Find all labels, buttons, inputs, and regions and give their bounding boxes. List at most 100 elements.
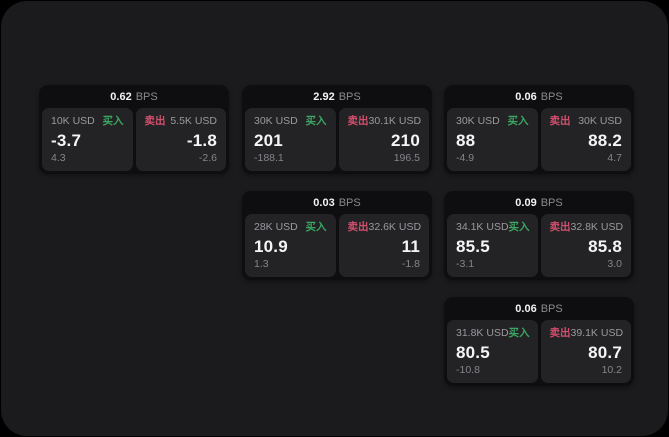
buy-pane-top: 31.8K USD 买入	[456, 327, 530, 340]
sell-sub-value: 3.0	[607, 258, 622, 270]
sell-pane-top: 卖出 39.1K USD	[549, 327, 624, 340]
sell-button[interactable]: 卖出	[549, 115, 571, 127]
bps-unit-label: BPS	[338, 90, 361, 103]
buy-button[interactable]: 买入	[508, 327, 530, 339]
buy-price: 88	[456, 131, 476, 150]
quote-card: 2.92 BPS 30K USD 买入 201 -188.1 卖出 30.1K …	[242, 85, 432, 174]
sell-price: 11	[401, 237, 420, 256]
sell-size: 5.5K USD	[170, 115, 217, 127]
sell-size: 32.6K USD	[368, 221, 422, 233]
sell-pane-top: 卖出 32.6K USD	[347, 221, 422, 234]
sell-sub-value: 196.5	[393, 152, 420, 164]
sell-size: 39.1K USD	[570, 327, 624, 339]
bps-unit-label: BPS	[338, 196, 361, 209]
bps-value: 0.06	[515, 302, 537, 315]
sell-size: 30K USD	[578, 115, 622, 127]
card-body: 31.8K USD 买入 80.5 -10.8 卖出 39.1K USD 80.…	[444, 320, 634, 386]
sell-pane[interactable]: 卖出 32.6K USD 11 -1.8	[338, 214, 429, 277]
sell-size: 30.1K USD	[368, 115, 422, 127]
sell-sub-value: -2.6	[198, 152, 217, 164]
bps-unit-label: BPS	[540, 90, 563, 103]
sell-sub-value: -1.8	[401, 258, 420, 270]
sell-button[interactable]: 卖出	[347, 221, 369, 233]
sell-button[interactable]: 卖出	[347, 115, 369, 127]
buy-size: 31.8K USD	[456, 327, 509, 339]
sell-sub-value: 10.2	[601, 364, 622, 376]
sell-price: 85.8	[588, 237, 622, 256]
buy-size: 34.1K USD	[456, 221, 509, 233]
quote-card: 0.09 BPS 34.1K USD 买入 85.5 -3.1 卖出 32.8K…	[444, 191, 634, 280]
card-header: 0.62 BPS	[39, 85, 229, 108]
card-body: 28K USD 买入 10.9 1.3 卖出 32.6K USD 11 -1.8	[242, 214, 432, 280]
sell-button[interactable]: 卖出	[144, 115, 166, 127]
buy-sub-value: 4.3	[51, 152, 66, 164]
buy-button[interactable]: 买入	[507, 115, 529, 127]
sell-pane[interactable]: 卖出 30K USD 88.2 4.7	[540, 108, 631, 171]
quote-card: 0.62 BPS 10K USD 买入 -3.7 4.3 卖出 5.5K USD	[39, 85, 229, 174]
bps-value: 0.06	[515, 90, 537, 103]
sell-price: -1.8	[186, 131, 217, 150]
buy-sub-value: -4.9	[456, 152, 475, 164]
buy-price: 10.9	[254, 237, 288, 256]
quote-card: 0.03 BPS 28K USD 买入 10.9 1.3 卖出 32.6K US…	[242, 191, 432, 280]
buy-size: 28K USD	[254, 221, 298, 233]
buy-sub-value: 1.3	[254, 258, 269, 270]
quote-card: 0.06 BPS 31.8K USD 买入 80.5 -10.8 卖出 39.1…	[444, 297, 634, 386]
buy-size: 30K USD	[254, 115, 298, 127]
bps-value: 2.92	[313, 90, 335, 103]
card-body: 30K USD 买入 88 -4.9 卖出 30K USD 88.2 4.7	[444, 108, 634, 174]
card-body: 34.1K USD 买入 85.5 -3.1 卖出 32.8K USD 85.8…	[444, 214, 634, 280]
sell-button[interactable]: 卖出	[549, 221, 571, 233]
buy-button[interactable]: 买入	[102, 115, 124, 127]
buy-pane[interactable]: 30K USD 买入 201 -188.1	[245, 108, 336, 171]
buy-pane-top: 28K USD 买入	[254, 221, 327, 234]
buy-sub-value: -10.8	[456, 364, 480, 376]
buy-price: -3.7	[51, 131, 82, 150]
bps-value: 0.03	[313, 196, 335, 209]
sell-button[interactable]: 卖出	[549, 327, 571, 339]
buy-pane-top: 34.1K USD 买入	[456, 221, 530, 234]
buy-sub-value: -3.1	[456, 258, 475, 270]
bps-value: 0.62	[110, 90, 132, 103]
sell-pane[interactable]: 卖出 39.1K USD 80.7 10.2	[540, 320, 631, 383]
sell-price: 80.7	[588, 343, 622, 362]
bps-unit-label: BPS	[540, 196, 563, 209]
sell-pane-top: 卖出 5.5K USD	[145, 115, 218, 128]
buy-sub-value: -188.1	[254, 152, 284, 164]
sell-price: 88.2	[588, 131, 622, 150]
card-header: 0.06 BPS	[444, 297, 634, 320]
sell-pane-top: 卖出 30K USD	[550, 115, 623, 128]
quote-card: 0.06 BPS 30K USD 买入 88 -4.9 卖出 30K USD	[444, 85, 634, 174]
buy-price: 201	[254, 131, 283, 150]
buy-pane[interactable]: 10K USD 买入 -3.7 4.3	[42, 108, 133, 171]
buy-button[interactable]: 买入	[305, 115, 327, 127]
sell-pane[interactable]: 卖出 5.5K USD -1.8 -2.6	[135, 108, 226, 171]
sell-pane[interactable]: 卖出 30.1K USD 210 196.5	[338, 108, 429, 171]
buy-size: 30K USD	[456, 115, 500, 127]
buy-pane[interactable]: 34.1K USD 买入 85.5 -3.1	[447, 214, 538, 277]
buy-pane-top: 30K USD 买入	[254, 115, 327, 128]
buy-pane-top: 10K USD 买入	[51, 115, 124, 128]
buy-button[interactable]: 买入	[305, 221, 327, 233]
bps-unit-label: BPS	[540, 302, 563, 315]
buy-button[interactable]: 买入	[508, 221, 530, 233]
buy-pane-top: 30K USD 买入	[456, 115, 529, 128]
buy-pane[interactable]: 31.8K USD 买入 80.5 -10.8	[447, 320, 538, 383]
buy-pane[interactable]: 30K USD 买入 88 -4.9	[447, 108, 538, 171]
sell-pane[interactable]: 卖出 32.8K USD 85.8 3.0	[540, 214, 631, 277]
bps-unit-label: BPS	[135, 90, 158, 103]
buy-size: 10K USD	[51, 115, 95, 127]
buy-pane[interactable]: 28K USD 买入 10.9 1.3	[245, 214, 336, 277]
card-header: 0.03 BPS	[242, 191, 432, 214]
sell-pane-top: 卖出 30.1K USD	[347, 115, 422, 128]
sell-size: 32.8K USD	[570, 221, 624, 233]
card-body: 10K USD 买入 -3.7 4.3 卖出 5.5K USD -1.8 -2.…	[39, 108, 229, 174]
sell-sub-value: 4.7	[607, 152, 622, 164]
card-header: 0.06 BPS	[444, 85, 634, 108]
bps-value: 0.09	[515, 196, 537, 209]
buy-price: 85.5	[456, 237, 490, 256]
sell-pane-top: 卖出 32.8K USD	[549, 221, 624, 234]
sell-price: 210	[391, 131, 420, 150]
